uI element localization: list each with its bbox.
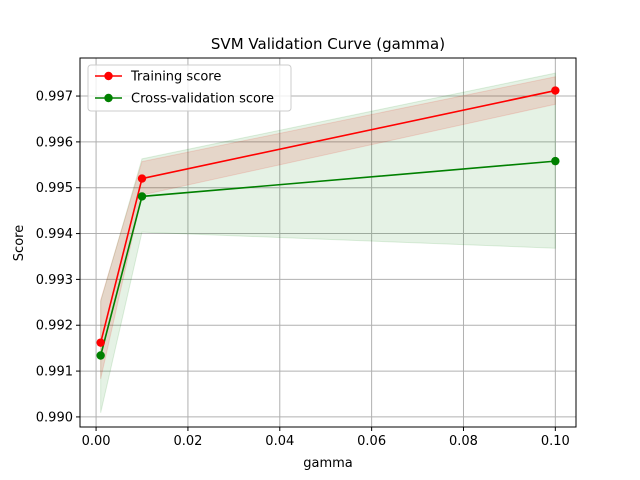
point-series-1	[96, 351, 105, 360]
band-series-0	[100, 76, 556, 379]
series-markers	[96, 86, 560, 360]
x-tick-label: 0.04	[265, 434, 294, 449]
y-tick-label: 0.996	[36, 135, 73, 150]
axis-ticks: 0.00 0.02 0.04 0.06 0.08 0.10 0.990 0.991 0.992 0…	[36, 90, 570, 449]
point-series-0	[96, 338, 105, 347]
x-tick-label: 0.02	[173, 434, 202, 449]
legend-label-series-0: Training score	[130, 70, 221, 85]
band-series-1	[100, 72, 556, 413]
y-tick-label: 0.994	[36, 227, 73, 242]
y-tick-label: 0.992	[36, 319, 73, 334]
y-tick-label: 0.990	[36, 410, 73, 425]
legend-marker-series-0	[104, 71, 113, 81]
x-axis-title: gamma	[303, 456, 353, 471]
point-series-0	[137, 174, 147, 183]
x-tick-label: 0.08	[449, 434, 478, 449]
chart-title: SVM Validation Curve (gamma)	[211, 35, 445, 53]
grid-lines	[80, 58, 576, 427]
y-tick-label: 0.995	[36, 181, 73, 196]
legend-marker-series-1	[104, 93, 113, 103]
legend: Training score Cross-validation score	[87, 64, 292, 112]
x-tick-label: 0.10	[541, 434, 570, 449]
y-axis-title: Score	[12, 225, 27, 261]
legend-box	[87, 64, 292, 112]
y-tick-label: 0.997	[36, 90, 73, 105]
point-series-0	[551, 86, 560, 95]
x-tick-label: 0.06	[357, 434, 386, 449]
point-series-1	[551, 156, 560, 166]
y-tick-label: 0.991	[36, 365, 73, 380]
point-series-1	[137, 192, 147, 201]
confidence-bands	[100, 72, 556, 413]
y-tick-label: 0.993	[36, 273, 73, 288]
plot-frame	[79, 57, 577, 428]
x-tick-label: 0.00	[82, 434, 111, 449]
legend-label-series-1: Cross-validation score	[131, 92, 274, 107]
